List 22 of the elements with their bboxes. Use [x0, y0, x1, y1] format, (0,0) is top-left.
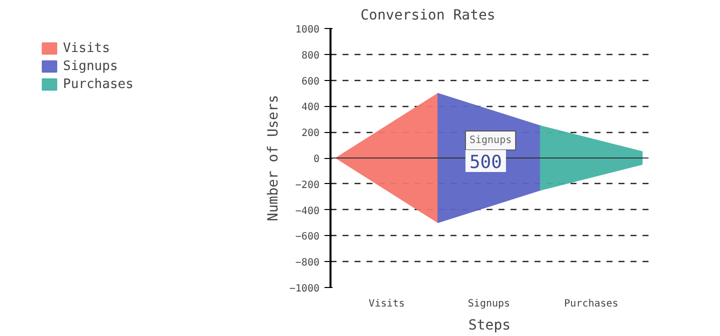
- y-tick-label: 600: [301, 76, 320, 88]
- y-tick-label: 400: [301, 102, 320, 114]
- legend-label: Signups: [63, 58, 118, 74]
- x-tick-label: Purchases: [564, 298, 618, 310]
- y-tick-label: −200: [295, 180, 320, 191]
- chart-title: Conversion Rates: [360, 8, 496, 24]
- y-tick-label: −600: [295, 232, 320, 243]
- y-tick-label: 1000: [295, 24, 320, 36]
- x-tick-label: Signups: [468, 298, 510, 310]
- legend-label: Visits: [63, 40, 110, 56]
- y-tick-label: 800: [301, 50, 320, 62]
- annotation: Signups: [469, 135, 512, 146]
- legend-label: Purchases: [63, 76, 134, 92]
- y-tick-label: −400: [295, 206, 320, 217]
- y-tick-label: 0: [313, 154, 320, 165]
- x-tick-label: Visits: [368, 298, 405, 310]
- y-tick-label: 200: [301, 128, 320, 140]
- annotation: 500: [469, 152, 502, 173]
- y-tick-label: −800: [295, 258, 320, 269]
- x-axis-title: Steps: [468, 318, 511, 334]
- y-tick-label: −1000: [289, 284, 320, 294]
- y-axis-title: Number of Users: [265, 94, 282, 222]
